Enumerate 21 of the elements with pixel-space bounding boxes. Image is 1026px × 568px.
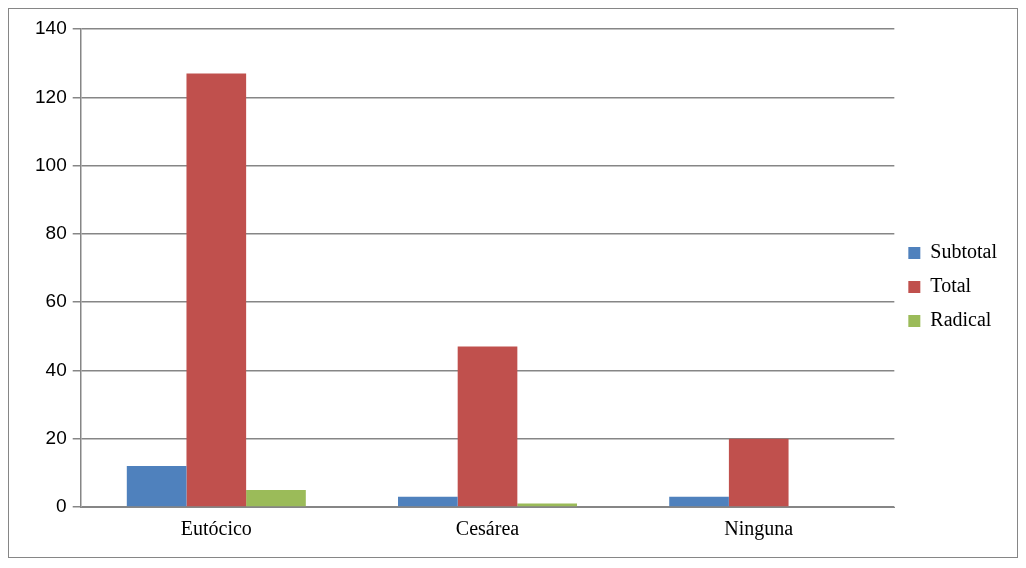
y-tick-label: 120	[35, 85, 67, 107]
bar	[398, 496, 458, 507]
x-tick-label: Cesárea	[455, 517, 520, 540]
bar	[669, 496, 729, 507]
y-tick-label: 0	[56, 495, 67, 517]
y-tick-label: 80	[45, 222, 67, 244]
bar	[186, 73, 247, 507]
bar	[126, 466, 187, 507]
y-tick-label: 20	[45, 426, 67, 448]
y-tick-label: 60	[45, 290, 67, 312]
y-tick-label: 100	[35, 153, 67, 175]
x-tick-label: Eutócico	[180, 517, 252, 540]
y-tick-label: 140	[35, 17, 67, 39]
legend-label: Radical	[930, 308, 992, 331]
legend-label: Subtotal	[930, 240, 998, 263]
bar	[457, 346, 518, 507]
y-tick-label: 40	[45, 358, 67, 380]
bar	[728, 438, 789, 507]
legend-label: Total	[930, 274, 972, 297]
bar	[246, 489, 306, 507]
x-tick-label: Ninguna	[724, 517, 794, 541]
